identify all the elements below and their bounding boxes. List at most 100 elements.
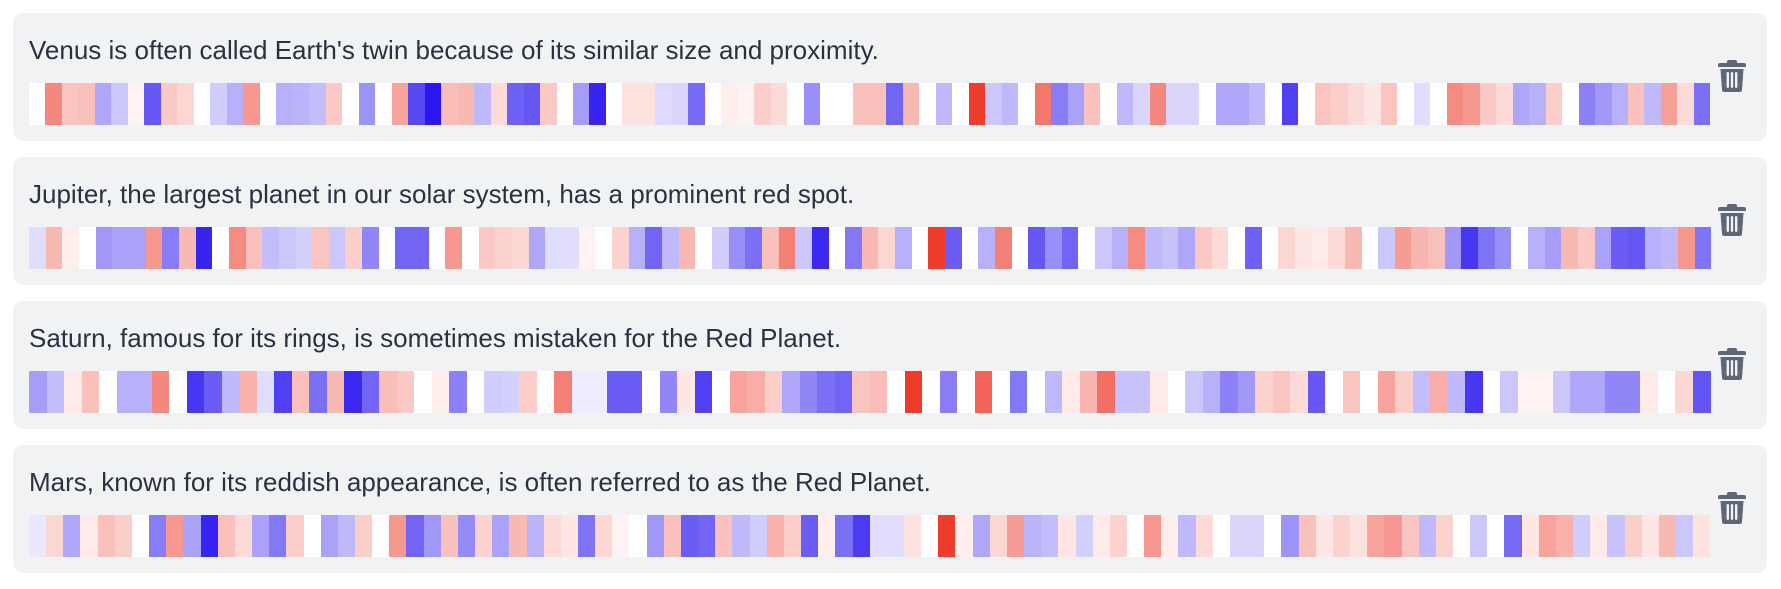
heatmap-cell bbox=[1001, 83, 1019, 125]
heatmap-cell bbox=[243, 83, 260, 125]
heatmap-cell bbox=[1278, 227, 1295, 269]
heatmap-cell bbox=[441, 83, 458, 125]
trash-icon[interactable] bbox=[1717, 59, 1747, 93]
heatmap-cell bbox=[1161, 515, 1179, 557]
heatmap-cell bbox=[1364, 83, 1381, 125]
heatmap-cell bbox=[95, 227, 113, 269]
heatmap-cell bbox=[1470, 515, 1488, 557]
heatmap-cell bbox=[80, 515, 98, 557]
heatmap-cell bbox=[1676, 515, 1694, 557]
trash-icon[interactable] bbox=[1717, 347, 1747, 381]
heatmap-cell bbox=[1418, 515, 1436, 557]
heatmap-cell bbox=[1641, 515, 1659, 557]
heatmap-cell bbox=[828, 227, 846, 269]
heatmap-cell bbox=[245, 227, 263, 269]
heatmap-cell bbox=[545, 227, 562, 269]
heatmap-cell bbox=[1444, 227, 1462, 269]
heatmap-cell bbox=[379, 371, 397, 413]
heatmap-cell bbox=[1435, 515, 1453, 557]
heatmap-cell bbox=[1555, 515, 1574, 557]
heatmap-cell bbox=[1150, 371, 1168, 413]
heatmap-cell bbox=[1044, 371, 1063, 413]
heatmap-cell bbox=[1100, 83, 1117, 125]
heatmap-cell bbox=[1127, 515, 1145, 557]
heatmap-cell bbox=[1570, 371, 1588, 413]
heatmap-cell bbox=[1624, 515, 1642, 557]
heatmap-cell bbox=[817, 371, 835, 413]
heatmap-cell bbox=[166, 515, 184, 557]
heatmap-cell bbox=[1578, 83, 1596, 125]
heatmap-cell bbox=[968, 83, 986, 125]
heatmap-cell bbox=[295, 227, 313, 269]
heatmap-cell bbox=[1144, 227, 1162, 269]
heatmap-cell bbox=[1034, 83, 1052, 125]
heatmap-cell bbox=[1067, 83, 1084, 125]
heatmap-cell bbox=[226, 83, 244, 125]
heatmap-cell bbox=[1009, 371, 1028, 413]
heatmap-cell bbox=[1394, 227, 1412, 269]
heatmap-cell bbox=[1573, 515, 1591, 557]
heatmap-cell bbox=[1377, 371, 1396, 413]
heatmap-cell bbox=[256, 371, 275, 413]
heatmap-cell bbox=[612, 515, 630, 557]
heatmap-cell bbox=[462, 227, 479, 269]
heatmap-cell bbox=[1675, 371, 1693, 413]
heatmap-cell bbox=[239, 371, 257, 413]
embedding-heatmap bbox=[29, 83, 1711, 125]
heatmap-cell bbox=[721, 83, 738, 125]
heatmap-cell bbox=[1307, 371, 1326, 413]
heatmap-cell bbox=[921, 515, 939, 557]
heatmap-cell bbox=[94, 83, 112, 125]
sentence-text: Jupiter, the largest planet in our solar… bbox=[29, 179, 855, 209]
heatmap-cell bbox=[160, 83, 178, 125]
heatmap-cell bbox=[1413, 83, 1431, 125]
trash-icon[interactable] bbox=[1717, 203, 1747, 237]
embedding-card: Mars, known for its reddish appearance, … bbox=[13, 445, 1767, 573]
embedding-card: Saturn, famous for its rings, is sometim… bbox=[13, 301, 1767, 429]
heatmap-cell bbox=[572, 83, 590, 125]
heatmap-cell bbox=[677, 371, 695, 413]
heatmap-cell bbox=[1325, 371, 1343, 413]
heatmap-cell bbox=[737, 83, 755, 125]
heatmap-cell bbox=[507, 83, 524, 125]
heatmap-cell bbox=[274, 371, 292, 413]
heatmap-cell bbox=[540, 83, 557, 125]
heatmap-cell bbox=[886, 83, 903, 125]
heatmap-cell bbox=[589, 371, 608, 413]
heatmap-cell bbox=[46, 515, 64, 557]
heatmap-cell bbox=[747, 371, 765, 413]
heatmap-cell bbox=[1611, 83, 1628, 125]
heatmap-cell bbox=[1261, 227, 1279, 269]
heatmap-cell bbox=[492, 515, 510, 557]
heatmap-cell bbox=[1092, 515, 1110, 557]
heatmap-cell bbox=[836, 83, 854, 125]
heatmap-cell bbox=[783, 515, 802, 557]
heatmap-cell bbox=[474, 83, 491, 125]
heatmap-cell bbox=[1248, 83, 1266, 125]
heatmap-cell bbox=[1562, 83, 1579, 125]
heatmap-cell bbox=[787, 83, 804, 125]
heatmap-cell bbox=[1380, 83, 1398, 125]
heatmap-cell bbox=[698, 515, 716, 557]
heatmap-cell bbox=[512, 227, 529, 269]
heatmap-cell bbox=[1024, 515, 1042, 557]
trash-icon[interactable] bbox=[1717, 491, 1747, 525]
heatmap-cell bbox=[955, 515, 973, 557]
heatmap-cell bbox=[1128, 227, 1145, 269]
heatmap-cell bbox=[1281, 515, 1299, 557]
heatmap-cell bbox=[406, 515, 424, 557]
heatmap-cell bbox=[536, 371, 555, 413]
heatmap-cell bbox=[886, 515, 904, 557]
heatmap-cell bbox=[1244, 227, 1262, 269]
heatmap-cell bbox=[992, 371, 1010, 413]
heatmap-cell bbox=[1041, 515, 1059, 557]
heatmap-cell bbox=[928, 227, 946, 269]
heatmap-cell bbox=[1298, 83, 1315, 125]
heatmap-cell bbox=[985, 83, 1002, 125]
heatmap-cell bbox=[457, 83, 475, 125]
heatmap-cell bbox=[922, 371, 940, 413]
heatmap-cell bbox=[978, 227, 996, 269]
heatmap-cell bbox=[688, 83, 705, 125]
heatmap-cell bbox=[642, 371, 660, 413]
heatmap-cell bbox=[252, 515, 270, 557]
